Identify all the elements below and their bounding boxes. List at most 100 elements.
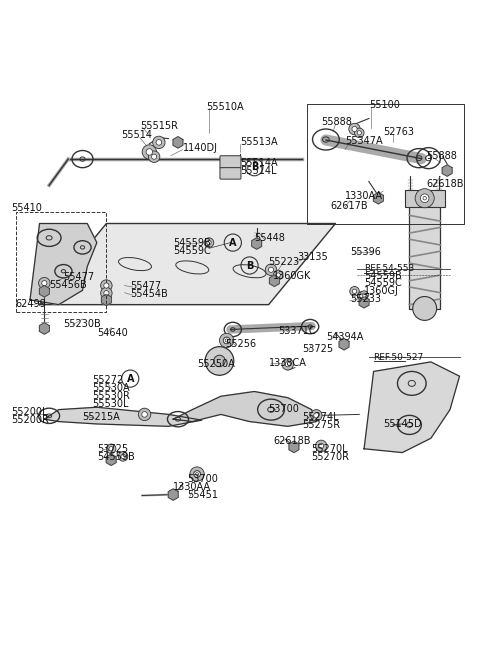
Text: 55145D: 55145D — [383, 419, 422, 429]
Polygon shape — [106, 454, 116, 465]
Circle shape — [205, 347, 234, 375]
Circle shape — [101, 280, 112, 291]
Circle shape — [268, 267, 274, 273]
Text: REF.54-553: REF.54-553 — [364, 264, 414, 273]
Circle shape — [121, 454, 125, 459]
Circle shape — [104, 283, 109, 288]
Polygon shape — [289, 441, 299, 453]
Text: 55347A: 55347A — [345, 136, 383, 146]
Polygon shape — [359, 296, 369, 308]
Polygon shape — [373, 193, 384, 204]
Circle shape — [420, 194, 429, 202]
Polygon shape — [101, 294, 111, 306]
Text: 55270R: 55270R — [312, 452, 349, 462]
Text: 53371C: 53371C — [278, 326, 316, 336]
Circle shape — [118, 451, 128, 461]
Circle shape — [153, 136, 165, 148]
Circle shape — [360, 294, 364, 298]
Polygon shape — [364, 362, 459, 453]
Bar — [409, 204, 441, 309]
Circle shape — [276, 273, 280, 277]
Text: 55477: 55477 — [63, 272, 95, 282]
Text: 55256: 55256 — [226, 339, 257, 349]
Text: 53700: 53700 — [269, 403, 300, 414]
Circle shape — [355, 128, 364, 137]
Circle shape — [142, 411, 147, 417]
Text: 1360GK: 1360GK — [274, 271, 312, 281]
Circle shape — [194, 470, 200, 478]
Circle shape — [214, 355, 225, 367]
Circle shape — [225, 339, 228, 342]
Text: 1330AA: 1330AA — [345, 191, 383, 201]
Text: 55270L: 55270L — [312, 443, 348, 454]
Circle shape — [109, 447, 113, 451]
Polygon shape — [252, 238, 262, 249]
Circle shape — [415, 189, 434, 208]
Text: 55100: 55100 — [369, 100, 400, 110]
Circle shape — [315, 440, 327, 451]
Circle shape — [349, 124, 360, 135]
Text: 53700: 53700 — [188, 474, 218, 484]
Text: 1330AA: 1330AA — [173, 482, 211, 492]
FancyBboxPatch shape — [220, 156, 241, 168]
Text: 55515R: 55515R — [140, 121, 178, 131]
Circle shape — [274, 270, 283, 280]
Text: 54640: 54640 — [97, 328, 128, 338]
Circle shape — [101, 288, 112, 299]
Text: 55250A: 55250A — [197, 359, 235, 369]
Text: 55888: 55888 — [426, 150, 457, 161]
Text: 54559C: 54559C — [173, 246, 211, 256]
Circle shape — [362, 293, 366, 297]
Text: 62618B: 62618B — [274, 436, 311, 445]
Text: 55200R: 55200R — [11, 415, 49, 425]
Text: 55272: 55272 — [92, 375, 123, 385]
Text: 54559B: 54559B — [173, 238, 211, 248]
Text: 55888: 55888 — [321, 118, 352, 127]
Circle shape — [319, 443, 324, 449]
Text: 55513A: 55513A — [240, 137, 277, 147]
Circle shape — [38, 277, 50, 289]
Circle shape — [207, 240, 211, 245]
Text: A: A — [229, 238, 237, 248]
Polygon shape — [39, 223, 336, 305]
Text: 55514: 55514 — [120, 130, 152, 140]
Polygon shape — [339, 338, 349, 350]
Circle shape — [223, 337, 230, 344]
Circle shape — [285, 362, 290, 367]
Text: 54559B: 54559B — [97, 452, 134, 462]
Text: 55530L: 55530L — [92, 399, 129, 409]
Text: 1140DJ: 1140DJ — [183, 143, 218, 153]
Circle shape — [423, 196, 426, 200]
Text: 54394A: 54394A — [326, 332, 363, 342]
Text: 55275R: 55275R — [302, 420, 340, 430]
Text: 1360GJ: 1360GJ — [364, 286, 399, 296]
Polygon shape — [269, 275, 279, 286]
Text: 55215A: 55215A — [83, 412, 120, 422]
Circle shape — [104, 290, 109, 296]
Text: 53725: 53725 — [97, 443, 128, 454]
Text: 55410: 55410 — [11, 203, 42, 214]
Text: 55274L: 55274L — [302, 412, 339, 422]
Circle shape — [360, 291, 368, 300]
Text: 62618B: 62618B — [426, 179, 464, 189]
Polygon shape — [173, 137, 183, 148]
Polygon shape — [39, 286, 49, 297]
Circle shape — [357, 131, 361, 135]
Circle shape — [265, 264, 277, 275]
Circle shape — [219, 333, 234, 348]
Text: 1338CA: 1338CA — [269, 358, 307, 368]
Circle shape — [194, 471, 200, 477]
Text: 62617B: 62617B — [331, 201, 368, 211]
Polygon shape — [173, 392, 316, 426]
Circle shape — [190, 467, 204, 481]
Text: 54559C: 54559C — [364, 278, 402, 288]
Circle shape — [350, 286, 360, 296]
Text: 55233: 55233 — [350, 294, 381, 304]
Polygon shape — [30, 223, 97, 305]
Text: 52763: 52763 — [383, 127, 414, 137]
Text: 55514A: 55514A — [240, 158, 277, 168]
Circle shape — [314, 413, 319, 418]
Text: 55451: 55451 — [188, 490, 218, 500]
Text: 55514L: 55514L — [240, 166, 276, 176]
Circle shape — [107, 444, 116, 453]
